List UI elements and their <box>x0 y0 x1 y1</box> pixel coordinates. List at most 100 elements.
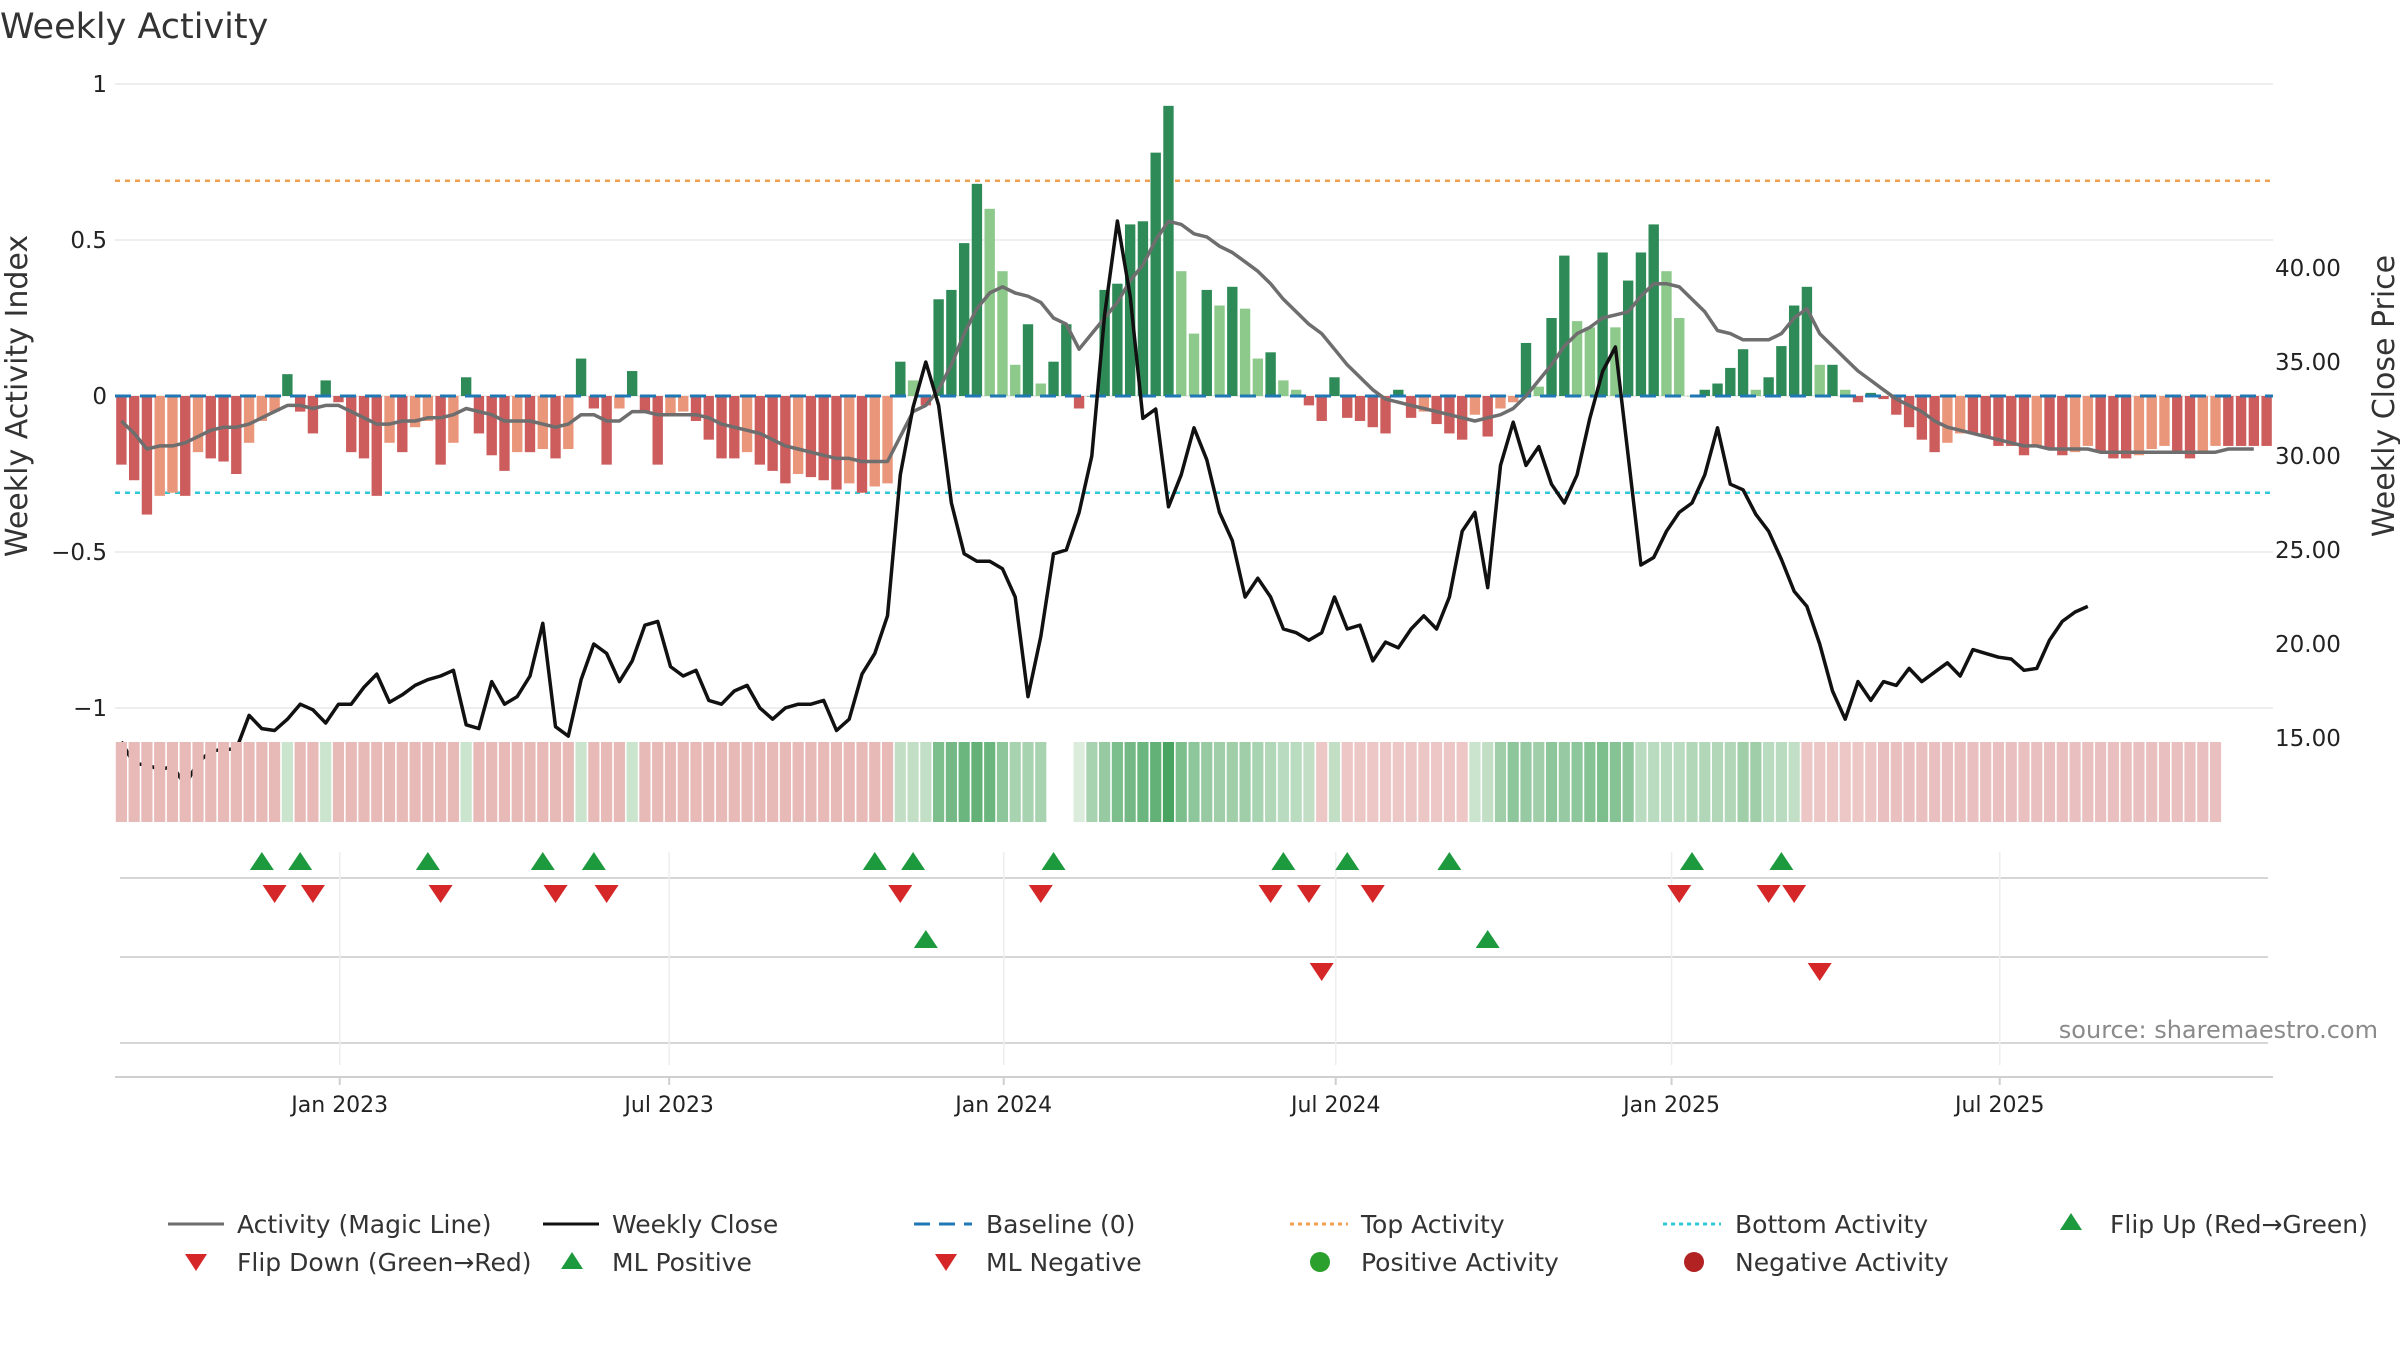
activity-bar <box>1239 308 1251 396</box>
activity-bar <box>1393 389 1404 396</box>
flip-down-marker <box>1360 885 1385 903</box>
y-axis-label: Weekly Activity Index <box>0 235 35 557</box>
activity-bar <box>384 396 395 443</box>
heat-cell <box>1890 742 1902 822</box>
activity-bar <box>460 377 472 396</box>
activity-bar <box>1814 364 1825 396</box>
heat-cell <box>422 742 434 822</box>
y-axis-ticks: 1 0.5 0 −0.5 −1 <box>51 72 107 722</box>
activity-bar <box>1571 321 1583 396</box>
activity-bar <box>2184 396 2196 459</box>
activity-bar <box>1227 286 1238 396</box>
activity-bar <box>754 396 766 465</box>
heat-cell <box>2120 742 2132 822</box>
activity-bar <box>371 396 382 496</box>
activity-bar <box>192 396 204 453</box>
heat-cell <box>1418 742 1430 822</box>
heat-cell <box>2133 742 2145 822</box>
heat-cell <box>2184 742 2196 822</box>
legend-flip-down-icon <box>185 1254 207 1271</box>
legend-ml-negative-icon <box>935 1254 957 1271</box>
activity-bar <box>1278 380 1289 396</box>
ml-negative-marker <box>1309 963 1334 981</box>
activity-bar <box>1635 252 1647 396</box>
activity-bar <box>869 396 880 487</box>
heat-cell <box>779 742 791 822</box>
heat-cell <box>1469 742 1481 822</box>
heat-cell <box>690 742 702 822</box>
y2-tick-label: 35.00 <box>2275 350 2341 376</box>
activity-bar <box>256 396 268 421</box>
activity-bar <box>2069 396 2081 453</box>
activity-bar <box>1597 252 1608 396</box>
activity-bar <box>269 396 280 412</box>
activity-bar <box>1865 392 1876 396</box>
magic-line-series <box>120 219 2254 464</box>
activity-bar <box>1112 283 1123 396</box>
activity-bar <box>971 183 983 396</box>
legend-negative-activity-icon <box>1684 1252 1704 1272</box>
heat-cell <box>1150 742 1162 822</box>
legend: Activity (Magic Line) Weekly Close Basel… <box>168 1210 2368 1277</box>
heat-cell <box>141 742 153 822</box>
legend-flip-up-icon <box>2060 1213 2082 1230</box>
activity-bar <box>652 396 663 465</box>
legend-positive-activity-label: Positive Activity <box>1361 1248 1559 1277</box>
y-tick-label: 1 <box>92 72 107 98</box>
heat-cell <box>2171 742 2183 822</box>
heat-cell <box>1699 742 1711 822</box>
heat-cell <box>1431 742 1443 822</box>
activity-bar <box>1176 271 1187 396</box>
heat-cell <box>549 742 562 822</box>
heat-cell <box>1494 742 1507 822</box>
heat-cell <box>1609 742 1621 822</box>
heat-cell <box>320 742 332 822</box>
x-tick-label: Jul 2025 <box>1953 1093 2045 1118</box>
flip-down-marker <box>1667 885 1692 903</box>
heat-cell <box>128 742 140 822</box>
heat-cell <box>881 742 894 822</box>
heat-cell <box>1903 742 1915 822</box>
legend-baseline-label: Baseline (0) <box>986 1210 1135 1239</box>
heat-cell <box>1967 742 1979 822</box>
heat-cell <box>396 742 408 822</box>
activity-bar <box>678 396 689 412</box>
activity-bar <box>1827 364 1838 396</box>
heat-cell <box>1213 742 1226 822</box>
activity-bar <box>1622 280 1634 396</box>
heat-cell <box>243 742 255 822</box>
activity-bar <box>2133 396 2145 456</box>
activity-bar <box>741 396 753 453</box>
activity-bar <box>346 396 357 453</box>
heat-cell <box>1711 742 1724 822</box>
flip-down-marker <box>300 885 325 903</box>
activity-bar <box>2210 396 2221 446</box>
activity-bar <box>320 380 331 396</box>
heat-cell <box>473 742 485 822</box>
activity-bar <box>1150 152 1161 396</box>
heat-cell <box>703 742 715 822</box>
heat-cell <box>626 742 638 822</box>
activity-bar <box>1137 221 1149 396</box>
activity-bar <box>333 396 344 403</box>
legend-item-ml-negative: ML Negative <box>935 1248 1142 1277</box>
legend-negative-activity-label: Negative Activity <box>1735 1248 1949 1277</box>
heat-cell <box>332 742 345 822</box>
flip-down-marker <box>428 885 453 903</box>
activity-bar <box>2223 396 2234 446</box>
heat-cell <box>958 742 970 822</box>
activity-bar <box>282 374 293 396</box>
activity-bar <box>907 380 919 396</box>
activity-bar <box>1737 349 1749 396</box>
flip-up-marker <box>1680 852 1704 870</box>
activity-bar <box>1763 377 1774 396</box>
y-tick-label: −1 <box>73 696 107 722</box>
heat-cell <box>1341 742 1353 822</box>
x-tick-label: Jul 2023 <box>622 1093 714 1118</box>
activity-bar <box>818 396 829 481</box>
heat-cell <box>1124 742 1136 822</box>
heat-cell <box>371 742 383 822</box>
flip-up-marker <box>288 852 313 870</box>
y2-tick-label: 40.00 <box>2275 256 2341 282</box>
activity-bar <box>1852 396 1864 403</box>
